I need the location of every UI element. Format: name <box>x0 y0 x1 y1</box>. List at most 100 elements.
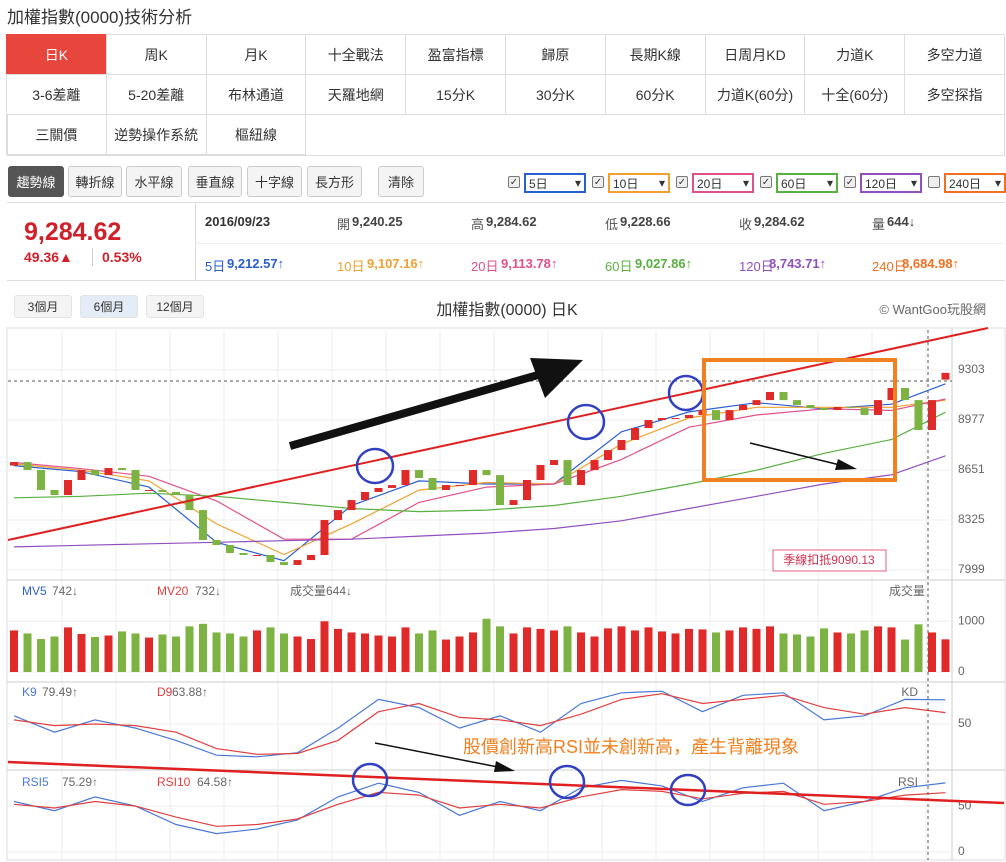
tab[interactable]: 多空探指 <box>904 74 1005 115</box>
tool-button[interactable]: 長方形 <box>307 166 362 197</box>
tab[interactable]: 十全戰法 <box>305 34 407 75</box>
y-tick-label: 8325 <box>958 512 985 526</box>
ma-value: 9,212.57↑ <box>227 256 285 271</box>
candle <box>914 400 923 430</box>
indicator-line <box>13 411 946 513</box>
volume-bar <box>469 632 477 672</box>
tab[interactable]: 長期K線 <box>604 34 706 75</box>
volume-bar <box>590 636 599 672</box>
candle <box>77 470 86 480</box>
volume-bar <box>320 621 329 672</box>
divider <box>92 248 93 266</box>
tab[interactable]: 逆勢操作系統 <box>105 114 207 155</box>
tool-button[interactable]: 垂直線 <box>188 166 242 197</box>
dropdown-arrow: ▾ <box>826 176 833 190</box>
tab[interactable]: 日周月KD <box>704 34 806 75</box>
ma-select[interactable]: 5日 ▾ <box>524 173 586 193</box>
tab[interactable]: 歸原 <box>505 34 606 75</box>
arrow <box>374 742 499 768</box>
indicator-line <box>13 779 946 835</box>
tab[interactable]: 布林通道 <box>205 74 307 115</box>
quote-label: 高 <box>471 217 485 232</box>
tab[interactable]: 天羅地網 <box>305 74 407 115</box>
tool-button[interactable]: 水平線 <box>126 166 182 197</box>
range-button[interactable]: 12個月 <box>146 295 204 318</box>
ma-checkbox[interactable]: ✓ <box>508 176 520 188</box>
tab[interactable]: 樞紐線 <box>205 114 307 155</box>
volume-bar <box>617 626 626 672</box>
ma-select[interactable]: 120日 ▾ <box>860 173 922 193</box>
volume-bar <box>145 637 153 672</box>
tool-button[interactable]: 轉折線 <box>68 166 122 197</box>
tab[interactable]: 日K <box>6 34 107 75</box>
ma-select[interactable]: 60日 ▾ <box>776 173 838 193</box>
ma-checkbox[interactable] <box>928 176 940 188</box>
candle <box>50 489 59 496</box>
candle <box>658 418 666 421</box>
tab[interactable]: 60分K <box>604 74 706 115</box>
tab[interactable]: 力道K <box>804 34 906 75</box>
ma-checkbox[interactable]: ✓ <box>844 176 856 188</box>
tab[interactable]: 月K <box>205 34 307 75</box>
candle <box>847 406 855 409</box>
tab[interactable]: 30分K <box>505 74 606 115</box>
tab[interactable]: 3-6差離 <box>6 74 107 115</box>
volume-bar <box>104 635 113 672</box>
ma-select[interactable]: 20日 ▾ <box>692 173 754 193</box>
tab[interactable]: 盈富指標 <box>405 34 506 75</box>
volume-bar <box>361 633 369 672</box>
tab[interactable]: 十全(60分) <box>804 74 906 115</box>
candle <box>806 405 815 409</box>
legend-name: MV5 <box>22 584 47 598</box>
candle <box>887 387 896 401</box>
candle <box>820 408 828 411</box>
ma-checkbox[interactable]: ✓ <box>676 176 688 188</box>
ma-checkbox[interactable]: ✓ <box>592 176 604 188</box>
volume-bar <box>712 632 720 672</box>
clear-button[interactable]: 清除 <box>378 166 424 197</box>
candle <box>64 480 72 496</box>
volume-bar <box>914 624 923 672</box>
tab[interactable]: 力道K(60分) <box>704 74 806 115</box>
tab[interactable]: 15分K <box>405 74 506 115</box>
legend-name: K9 <box>22 685 37 699</box>
candle <box>226 545 234 554</box>
indicator-line <box>13 398 946 540</box>
legend-value: 75.29↑ <box>62 775 98 789</box>
vertical-grid <box>61 330 927 860</box>
tab[interactable]: 多空力道 <box>904 34 1005 75</box>
range-button[interactable]: 6個月 <box>80 295 138 318</box>
tool-button[interactable]: 十字線 <box>247 166 302 197</box>
volume-bar <box>793 634 801 672</box>
ma-label: 20日 <box>471 259 499 274</box>
tab[interactable]: 5-20差離 <box>105 74 207 115</box>
candle <box>860 408 869 415</box>
quote-value: 9,240.25 <box>352 214 403 229</box>
volume-bar <box>199 623 207 672</box>
volume-bar <box>739 627 747 672</box>
candle <box>131 470 140 490</box>
season-label: 季線扣抵9090.13 <box>783 552 875 567</box>
candle <box>145 489 153 491</box>
volume-bar <box>118 631 126 672</box>
indicator-line <box>13 399 946 556</box>
volume-bar <box>604 628 612 672</box>
quote-label: 收 <box>739 217 753 232</box>
tool-button[interactable]: 趨勢線 <box>8 166 64 197</box>
ma-select[interactable]: 10日 ▾ <box>608 173 670 193</box>
candle <box>496 475 504 505</box>
tab[interactable]: 周K <box>105 34 207 75</box>
candle <box>793 400 801 405</box>
range-button[interactable]: 3個月 <box>14 295 72 318</box>
volume-bar <box>509 633 518 672</box>
volume-bar <box>820 628 828 672</box>
volume-bar <box>10 630 18 672</box>
arrow-head <box>835 459 857 470</box>
ma-select[interactable]: 240日 ▾ <box>944 173 1006 193</box>
volume-bar <box>280 633 288 672</box>
ma-checkbox[interactable]: ✓ <box>760 176 772 188</box>
volume-bar <box>577 632 585 672</box>
arrow <box>749 442 841 466</box>
volume-bar <box>536 628 545 672</box>
candle <box>266 555 275 563</box>
